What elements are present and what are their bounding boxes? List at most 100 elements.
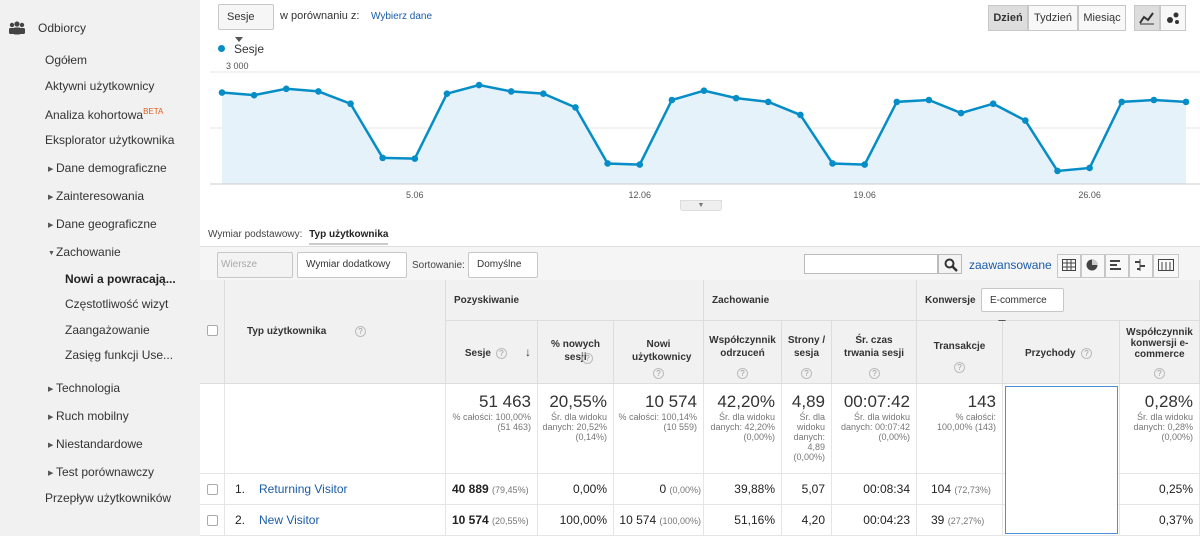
col-bounce-rate[interactable]: Współczynnik odrzuceń? (704, 321, 782, 384)
advanced-filter-link[interactable]: zaawansowane (969, 258, 1052, 272)
sort-select[interactable]: Domyślne (468, 252, 538, 289)
sort-arrow-down-icon: ↓ (525, 345, 531, 359)
select-all-checkbox[interactable] (207, 325, 218, 336)
search-button[interactable] (938, 254, 962, 274)
data-point (218, 89, 226, 96)
row-duration-cell: 00:04:23 (832, 505, 917, 536)
sidebar-item-active-users[interactable]: Aktywni użytkownicy (0, 72, 200, 100)
compare-link[interactable]: Wybierz dane (371, 11, 433, 22)
sidebar-item-custom[interactable]: ▶ Niestandardowe (0, 430, 200, 458)
dimension-value[interactable]: Typ użytkownika (309, 229, 389, 245)
table-search-input[interactable] (804, 254, 938, 274)
col-avg-duration[interactable]: Śr. czas trwania sesji? (832, 321, 917, 384)
col-pages-per-session[interactable]: Strony / sesja? (782, 321, 832, 384)
row-transactions-cell: 39 (27,27%) (917, 505, 1003, 536)
motion-chart-toggle[interactable] (1160, 5, 1186, 31)
bounce-value: 51,16% (734, 513, 775, 527)
period-month-button[interactable]: Miesiąc (1078, 5, 1126, 31)
data-point (957, 109, 965, 117)
help-icon[interactable]: ? (496, 348, 507, 359)
col-transactions[interactable]: Transakcje? (917, 321, 1003, 384)
search-icon (944, 258, 958, 272)
plot-rows-button[interactable]: Wiersze wykresu (217, 252, 293, 294)
row-checkbox[interactable] (207, 484, 218, 495)
sidebar-item-user-explorer[interactable]: Eksplorator użytkownika (0, 126, 200, 154)
row-new-sessions-cell: 0,00% (538, 474, 614, 505)
period-day-button[interactable]: Dzień (988, 5, 1028, 31)
new-users-value: 10 574 (619, 513, 657, 527)
totals-cell: 4,89 Śr. dla widoku danych: 4,89 (0,00%) (782, 384, 832, 474)
row-dimension-link[interactable]: Returning Visitor (259, 482, 348, 496)
column-label: % nowych sesji (551, 339, 600, 363)
series-area (222, 85, 1186, 184)
totals-cell: 143% całości: 100,00% (143) (917, 384, 1003, 474)
sidebar-item-overview[interactable]: Ogółem (0, 46, 200, 74)
view-pie-button[interactable] (1081, 254, 1105, 278)
sidebar-item-new-vs-returning[interactable]: Nowi a powracają... (0, 265, 200, 293)
sidebar-item-cohort[interactable]: Analiza kohortowaBETA (0, 98, 200, 126)
sidebar: Odbiorcy Ogółem Aktywni użytkownicy Anal… (0, 0, 200, 536)
sidebar-item-users-flow[interactable]: Przepływ użytkowników (0, 484, 200, 512)
row-dimension-link[interactable]: New Visitor (259, 513, 320, 527)
group-acquisition: Pozyskiwanie (446, 280, 704, 321)
line-chart-toggle[interactable] (1134, 5, 1160, 31)
col-revenue[interactable]: Przychody? (1003, 321, 1120, 384)
dimension-label: Wymiar podstawowy: (208, 229, 303, 240)
col-new-users[interactable]: Nowi użytkownicy? (614, 321, 704, 384)
data-point (1054, 167, 1061, 175)
triangle-right-icon: ▶ (48, 194, 54, 201)
help-icon[interactable]: ? (737, 368, 748, 379)
sessions-value: 40 889 (452, 482, 489, 496)
help-icon[interactable]: ? (1081, 348, 1092, 359)
sidebar-item-benchmark[interactable]: ▶ Test porównawczy (0, 458, 200, 486)
metric-select[interactable]: Sesje (218, 4, 274, 42)
pie-icon (1086, 259, 1098, 271)
sidebar-section-title: Odbiorcy (38, 21, 87, 35)
help-icon[interactable]: ? (653, 368, 664, 379)
sidebar-item-technology[interactable]: ▶ Technologia (0, 374, 200, 402)
motion-chart-icon (1167, 12, 1179, 24)
period-label: Tydzień (1034, 12, 1072, 24)
help-icon[interactable]: ? (1154, 368, 1165, 379)
sidebar-item-user-id-coverage[interactable]: Zasięg funkcji Use... (0, 341, 200, 369)
row-new-users-cell: 10 574 (100,00%) (614, 505, 704, 536)
sessions-value: 10 574 (452, 513, 489, 527)
sidebar-item-geo[interactable]: ▶ Dane geograficzne (0, 210, 200, 238)
totals-cell: 00:07:42 Śr. dla widoku danych: 00:07:42 … (832, 384, 917, 474)
col-new-sessions-pct[interactable]: % nowych sesji? (538, 321, 614, 384)
sidebar-item-frequency[interactable]: Częstotliwość wizyt (0, 290, 200, 318)
conversion-type-select[interactable]: E-commerce (981, 288, 1064, 325)
help-icon[interactable]: ? (869, 368, 880, 379)
view-bar-button[interactable] (1105, 254, 1129, 278)
secondary-dimension-select[interactable]: Wymiar dodatkowy (297, 252, 407, 289)
row-checkbox[interactable] (207, 515, 218, 526)
help-icon[interactable]: ? (954, 362, 965, 373)
sidebar-item-engagement[interactable]: Zaangażowanie (0, 316, 200, 344)
sidebar-item-label: Dane geograficzne (56, 217, 157, 231)
row-dimension-cell: 1. Returning Visitor (225, 474, 446, 505)
sidebar-item-mobile[interactable]: ▶ Ruch mobilny (0, 402, 200, 430)
sidebar-item-behavior[interactable]: ▼Zachowanie (0, 238, 200, 266)
period-week-button[interactable]: Tydzień (1028, 5, 1078, 31)
row-conversion-cell: 0,25% (1120, 474, 1200, 505)
view-compare-button[interactable] (1129, 254, 1153, 278)
col-sessions[interactable]: Sesje? ↓ (446, 321, 538, 384)
sidebar-item-label: Ogółem (45, 53, 88, 67)
data-point (604, 160, 611, 167)
help-icon[interactable]: ? (582, 353, 593, 364)
sidebar-section-audience[interactable]: Odbiorcy (0, 14, 200, 42)
col-ecommerce-conversion[interactable]: Współczynnik konwersji e-commerce? (1120, 321, 1200, 384)
help-icon[interactable]: ? (801, 368, 812, 379)
view-pivot-button[interactable] (1153, 254, 1179, 278)
view-table-button[interactable] (1057, 254, 1081, 278)
sidebar-item-interests[interactable]: ▶ Zainteresowania (0, 182, 200, 210)
chart-collapse-handle[interactable]: ▼ (680, 200, 722, 211)
dimension-header[interactable]: Typ użytkownika? (225, 280, 446, 384)
data-point (764, 98, 772, 106)
sidebar-item-demographics[interactable]: ▶ Dane demograficzne (0, 154, 200, 182)
column-label: Współczynnik konwersji e-commerce (1126, 327, 1193, 360)
row-new-sessions-cell: 100,00% (538, 505, 614, 536)
new-users-pct: (0,00%) (669, 485, 701, 495)
help-icon[interactable]: ? (355, 326, 366, 337)
group-conversions: Konwersje E-commerce (917, 280, 1200, 325)
